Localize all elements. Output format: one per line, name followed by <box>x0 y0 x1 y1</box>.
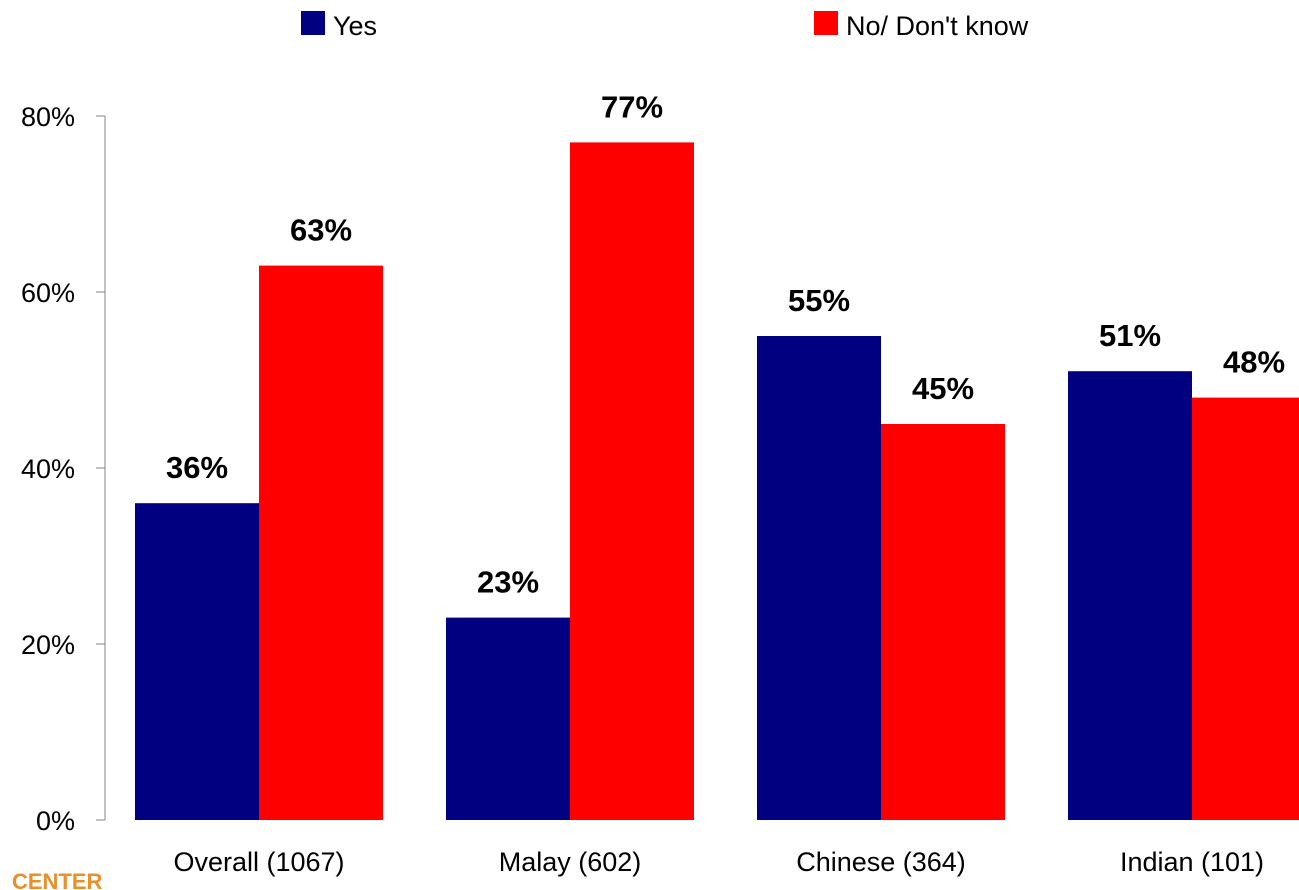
bar-yes <box>135 503 259 820</box>
bar-yes <box>1068 371 1192 820</box>
x-axis-labels: Overall (1067) Malay (602) Chinese (364) In… <box>173 847 1264 877</box>
y-tick-label: 40% <box>21 454 75 484</box>
bar-yes <box>757 336 881 820</box>
data-label: 55% <box>788 283 850 318</box>
x-category-label: Malay (602) <box>499 847 642 877</box>
bar-no-dont-know <box>881 424 1005 820</box>
bars <box>135 142 1299 821</box>
bar-no-dont-know <box>570 142 694 820</box>
legend: Yes No/ Don't know <box>301 11 1029 41</box>
x-category-label: Indian (101) <box>1120 847 1264 877</box>
y-tick-label: 20% <box>21 630 75 660</box>
data-label: 48% <box>1223 345 1285 380</box>
bar-yes <box>446 617 570 820</box>
y-tick-label: 80% <box>21 102 75 132</box>
y-axis: 0% 20% 40% 60% 80% <box>21 102 106 836</box>
data-labels: 36% 63% 23% 77% 55% 45% 51% 48% <box>166 89 1285 599</box>
legend-swatch-yes <box>301 11 325 35</box>
legend-swatch-no-dont-know <box>814 11 838 35</box>
data-label: 36% <box>166 450 228 485</box>
y-tick-label: 60% <box>21 278 75 308</box>
logo-text: CENTER <box>12 869 103 890</box>
legend-label-no-dont-know: No/ Don't know <box>846 11 1029 41</box>
x-category-label: Chinese (364) <box>796 847 966 877</box>
data-label: 23% <box>477 565 539 600</box>
legend-label-yes: Yes <box>333 11 377 41</box>
bar-no-dont-know <box>1192 397 1299 820</box>
data-label: 51% <box>1099 318 1161 353</box>
bar-no-dont-know <box>259 265 383 821</box>
data-label: 45% <box>912 371 974 406</box>
data-label: 63% <box>290 213 352 248</box>
data-label: 77% <box>601 89 663 124</box>
y-tick-label: 0% <box>36 806 75 836</box>
x-category-label: Overall (1067) <box>173 847 344 877</box>
